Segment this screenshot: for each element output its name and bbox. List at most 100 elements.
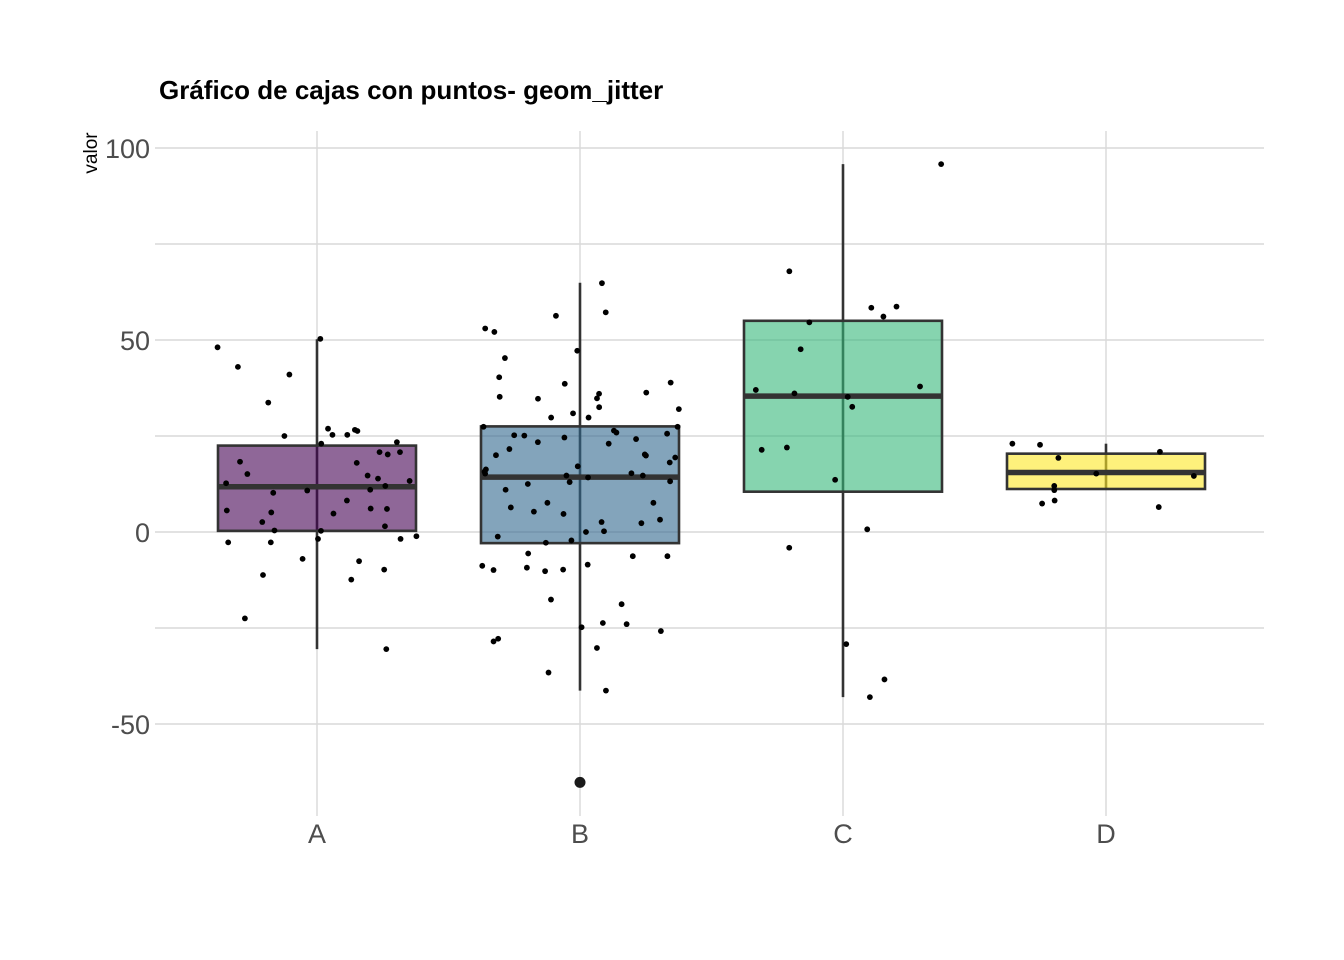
data-point bbox=[491, 329, 498, 335]
data-point bbox=[490, 567, 497, 573]
data-point bbox=[598, 519, 605, 525]
data-point bbox=[568, 537, 575, 544]
data-point bbox=[596, 390, 602, 397]
data-point bbox=[495, 635, 502, 642]
y-tick-label: 50 bbox=[120, 326, 150, 356]
data-point bbox=[791, 390, 798, 397]
data-point bbox=[268, 509, 275, 516]
data-point bbox=[353, 459, 360, 466]
data-point bbox=[482, 325, 489, 332]
data-point bbox=[542, 539, 549, 546]
data-point bbox=[479, 562, 486, 569]
data-point bbox=[657, 628, 664, 634]
data-point bbox=[786, 268, 793, 275]
data-point bbox=[260, 572, 266, 578]
data-point bbox=[553, 312, 559, 319]
data-point bbox=[548, 414, 555, 421]
data-point bbox=[530, 508, 537, 515]
data-point bbox=[583, 529, 589, 535]
data-point bbox=[574, 463, 581, 470]
x-tick-label: C bbox=[833, 819, 853, 849]
x-tick-label: D bbox=[1096, 819, 1116, 849]
data-point bbox=[265, 399, 272, 406]
data-point bbox=[214, 344, 221, 351]
data-point bbox=[382, 483, 389, 489]
box-B bbox=[479, 425, 681, 545]
data-point bbox=[667, 478, 674, 485]
data-point bbox=[639, 472, 646, 479]
data-point bbox=[585, 414, 592, 421]
data-point bbox=[506, 446, 513, 452]
data-point bbox=[375, 475, 381, 482]
data-point bbox=[1055, 454, 1062, 461]
data-point bbox=[643, 389, 650, 396]
data-point bbox=[594, 395, 600, 402]
data-point bbox=[223, 507, 230, 514]
data-point bbox=[585, 474, 591, 481]
data-point bbox=[286, 371, 293, 378]
data-point bbox=[786, 544, 793, 551]
data-point bbox=[563, 472, 570, 479]
data-point bbox=[1051, 483, 1058, 489]
data-point bbox=[304, 487, 311, 494]
data-point bbox=[603, 687, 609, 694]
data-point bbox=[917, 383, 923, 390]
data-point bbox=[849, 403, 856, 410]
data-point bbox=[674, 423, 681, 430]
y-tick-label: -50 bbox=[111, 710, 150, 740]
data-point bbox=[502, 355, 508, 361]
data-point bbox=[525, 550, 532, 557]
data-point bbox=[406, 478, 413, 484]
data-point bbox=[599, 280, 605, 287]
data-point bbox=[566, 479, 573, 485]
data-point bbox=[843, 641, 850, 648]
data-point bbox=[752, 387, 759, 393]
data-point bbox=[317, 335, 324, 342]
data-point bbox=[511, 432, 518, 439]
data-point bbox=[545, 669, 552, 676]
data-point bbox=[611, 427, 617, 434]
data-point bbox=[584, 561, 591, 568]
x-tick-label: B bbox=[571, 819, 589, 849]
data-point bbox=[1051, 497, 1058, 504]
data-point bbox=[832, 476, 839, 483]
data-point bbox=[1039, 500, 1046, 507]
data-point bbox=[490, 638, 497, 645]
data-point bbox=[560, 511, 567, 517]
data-point bbox=[667, 379, 674, 386]
data-point bbox=[880, 313, 887, 320]
data-point bbox=[628, 470, 635, 477]
data-point bbox=[599, 620, 606, 626]
data-point bbox=[393, 439, 400, 446]
data-point bbox=[367, 486, 374, 493]
data-point bbox=[325, 425, 331, 432]
data-point bbox=[223, 480, 229, 487]
data-point bbox=[594, 645, 600, 651]
data-point bbox=[225, 539, 232, 546]
data-point bbox=[281, 433, 288, 439]
data-point bbox=[1093, 470, 1100, 477]
data-point bbox=[270, 489, 277, 496]
data-point bbox=[496, 393, 503, 400]
data-point bbox=[561, 380, 568, 387]
data-point bbox=[578, 624, 585, 631]
data-point bbox=[1157, 448, 1163, 455]
data-point bbox=[675, 406, 682, 413]
data-point bbox=[397, 536, 404, 542]
data-point bbox=[376, 449, 383, 456]
data-point bbox=[783, 444, 790, 451]
data-point bbox=[507, 504, 514, 511]
data-point bbox=[315, 536, 321, 542]
data-point bbox=[413, 533, 420, 540]
data-point bbox=[570, 410, 576, 417]
data-point bbox=[381, 566, 388, 573]
data-point bbox=[384, 506, 390, 512]
data-point bbox=[1037, 441, 1043, 448]
data-point bbox=[618, 601, 625, 608]
data-point bbox=[629, 553, 636, 560]
data-point bbox=[561, 434, 568, 441]
data-point bbox=[397, 449, 403, 456]
data-point bbox=[237, 458, 243, 465]
data-point bbox=[241, 615, 248, 622]
data-point bbox=[299, 555, 306, 562]
